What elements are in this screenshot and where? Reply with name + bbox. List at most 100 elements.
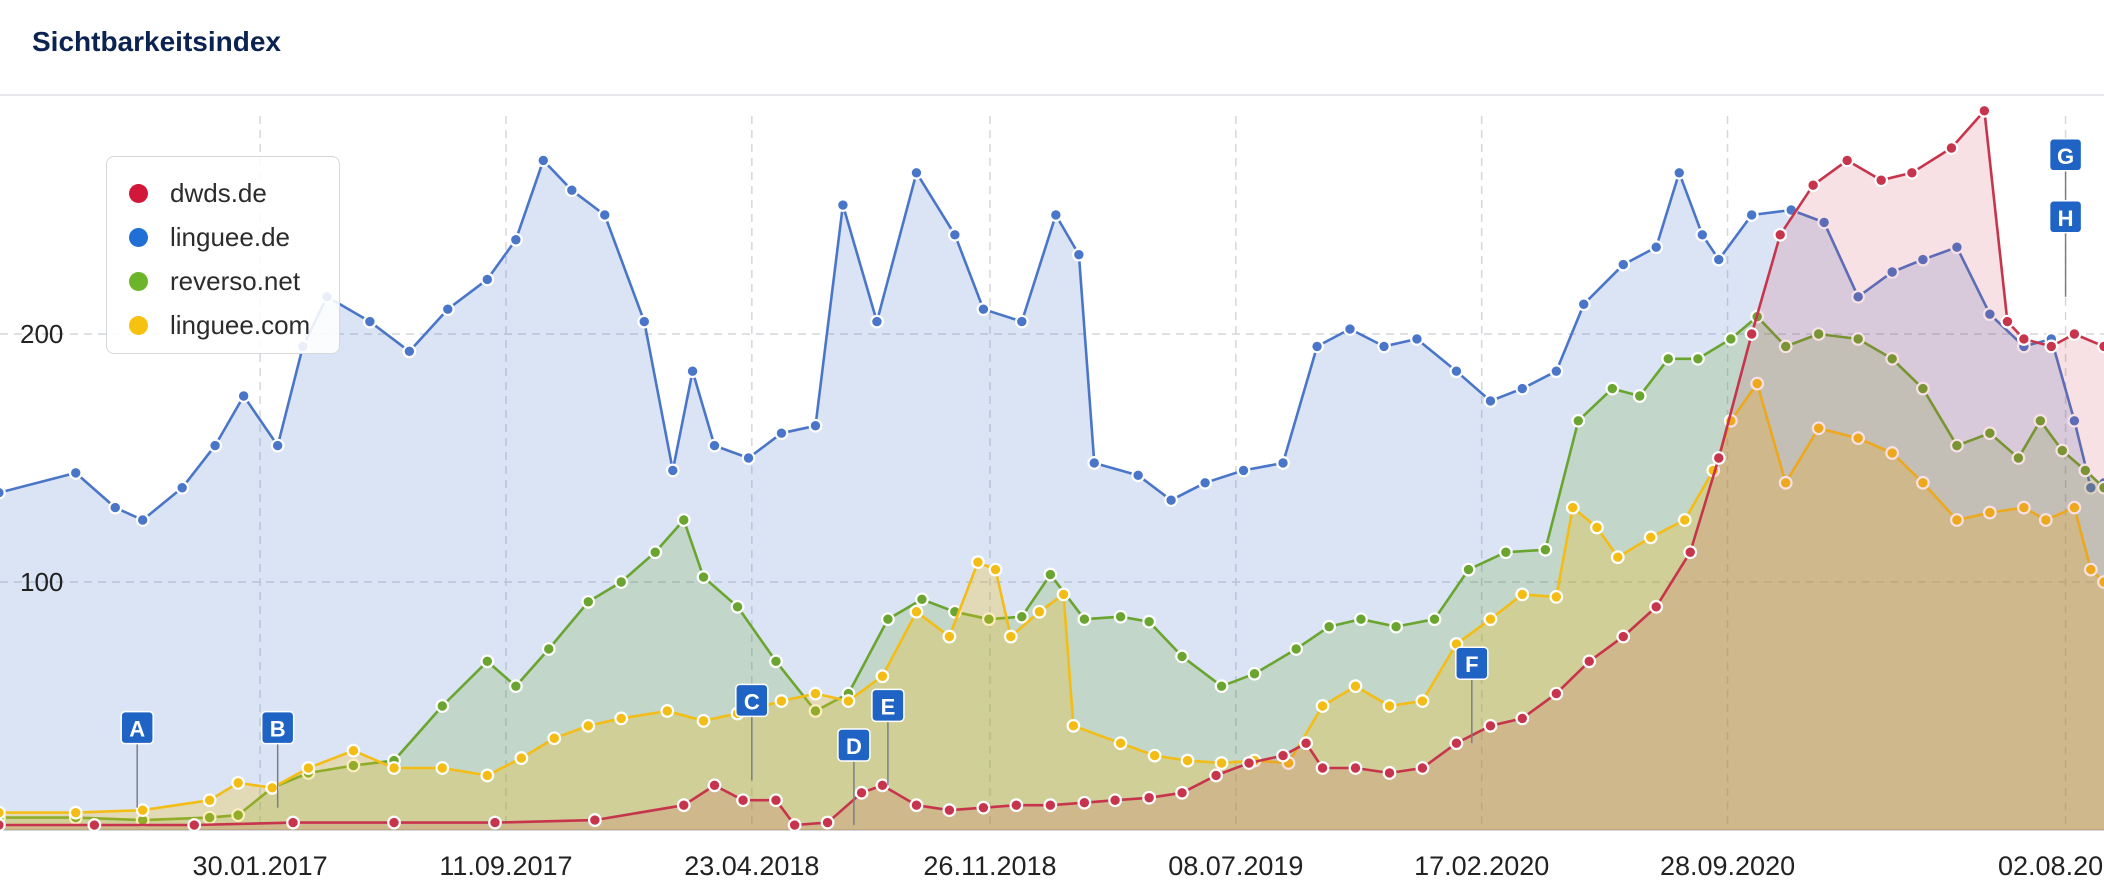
point-linguee-de[interactable] xyxy=(564,183,579,198)
point-linguee-com[interactable] xyxy=(1180,753,1195,768)
point-dwds-de[interactable] xyxy=(1382,766,1397,780)
point-linguee-de[interactable] xyxy=(637,314,652,329)
point-dwds-de[interactable] xyxy=(1806,178,1821,193)
point-dwds-de[interactable] xyxy=(387,815,401,830)
point-reverso-net[interactable] xyxy=(1538,542,1553,557)
point-dwds-de[interactable] xyxy=(1209,768,1223,783)
point-linguee-com[interactable] xyxy=(909,604,924,619)
point-linguee-de[interactable] xyxy=(402,344,417,359)
point-dwds-de[interactable] xyxy=(1483,718,1498,733)
point-linguee-com[interactable] xyxy=(480,768,495,783)
point-dwds-de[interactable] xyxy=(1905,165,1919,180)
point-dwds-de[interactable] xyxy=(736,793,750,808)
point-linguee-com[interactable] xyxy=(1851,431,1866,446)
legend-item-dwds-de[interactable]: dwds.de xyxy=(129,171,339,215)
point-reverso-net[interactable] xyxy=(1043,567,1058,582)
point-linguee-com[interactable] xyxy=(0,805,6,820)
point-reverso-net[interactable] xyxy=(676,513,691,527)
legend-item-reverso-net[interactable]: reverso.net xyxy=(129,259,339,303)
point-dwds-de[interactable] xyxy=(707,778,722,793)
point-linguee-com[interactable] xyxy=(1315,699,1330,713)
point-linguee-com[interactable] xyxy=(1113,736,1128,751)
point-reverso-net[interactable] xyxy=(1851,332,1866,346)
point-reverso-net[interactable] xyxy=(581,594,596,609)
point-linguee-com[interactable] xyxy=(1590,520,1604,535)
point-reverso-net[interactable] xyxy=(2078,463,2093,478)
point-linguee-com[interactable] xyxy=(841,694,856,708)
point-linguee-com[interactable] xyxy=(614,711,629,726)
point-linguee-com[interactable] xyxy=(231,775,246,790)
legend-item-linguee-com[interactable]: linguee.com xyxy=(129,303,339,347)
point-linguee-de[interactable] xyxy=(440,302,455,317)
point-reverso-net[interactable] xyxy=(1427,612,1442,627)
point-reverso-net[interactable] xyxy=(1214,679,1229,694)
annotation-e[interactable] xyxy=(871,688,905,723)
point-linguee-de[interactable] xyxy=(270,438,285,453)
point-reverso-net[interactable] xyxy=(1916,381,1930,396)
point-dwds-de[interactable] xyxy=(2044,339,2059,354)
point-dwds-de[interactable] xyxy=(1582,654,1597,669)
point-linguee-de[interactable] xyxy=(480,272,495,287)
point-linguee-de[interactable] xyxy=(1549,364,1564,379)
point-reverso-net[interactable] xyxy=(1632,389,1647,403)
point-linguee-com[interactable] xyxy=(1811,421,1826,436)
point-linguee-com[interactable] xyxy=(1214,756,1229,770)
point-reverso-net[interactable] xyxy=(1014,609,1029,624)
point-linguee-de[interactable] xyxy=(1131,468,1146,483)
point-dwds-de[interactable] xyxy=(1348,761,1363,775)
point-dwds-de[interactable] xyxy=(1009,798,1024,813)
point-reverso-net[interactable] xyxy=(1605,381,1620,396)
point-linguee-com[interactable] xyxy=(2016,500,2031,515)
point-linguee-de[interactable] xyxy=(741,451,756,465)
point-linguee-de[interactable] xyxy=(1576,297,1591,312)
point-linguee-de[interactable] xyxy=(1087,456,1102,470)
point-linguee-de[interactable] xyxy=(1014,314,1029,329)
point-linguee-de[interactable] xyxy=(1483,394,1498,408)
point-linguee-de[interactable] xyxy=(1982,307,1997,322)
point-reverso-net[interactable] xyxy=(614,575,629,589)
point-linguee-com[interactable] xyxy=(1916,475,1930,490)
point-linguee-de[interactable] xyxy=(1950,240,1964,255)
point-dwds-de[interactable] xyxy=(2000,314,2015,329)
point-reverso-net[interactable] xyxy=(881,612,895,627)
point-linguee-de[interactable] xyxy=(536,153,551,168)
point-dwds-de[interactable] xyxy=(769,793,783,808)
point-dwds-de[interactable] xyxy=(1616,629,1631,644)
point-reverso-net[interactable] xyxy=(1247,666,1262,681)
point-linguee-com[interactable] xyxy=(547,731,562,746)
point-linguee-com[interactable] xyxy=(135,803,150,818)
legend-item-linguee-de[interactable]: linguee.de xyxy=(129,215,339,259)
point-reverso-net[interactable] xyxy=(480,654,495,669)
point-linguee-com[interactable] xyxy=(581,718,596,733)
point-dwds-de[interactable] xyxy=(875,778,890,793)
point-linguee-com[interactable] xyxy=(1147,748,1162,763)
point-linguee-de[interactable] xyxy=(1885,265,1900,279)
point-linguee-com[interactable] xyxy=(1950,513,1964,527)
point-linguee-com[interactable] xyxy=(988,562,1003,577)
point-linguee-com[interactable] xyxy=(660,704,675,718)
annotation-d[interactable] xyxy=(837,728,871,762)
point-linguee-de[interactable] xyxy=(236,389,251,403)
point-linguee-com[interactable] xyxy=(774,694,789,708)
point-reverso-net[interactable] xyxy=(1723,332,1738,346)
point-linguee-de[interactable] xyxy=(909,165,924,180)
annotation-b[interactable] xyxy=(260,710,295,745)
point-reverso-net[interactable] xyxy=(1571,413,1586,428)
point-dwds-de[interactable] xyxy=(976,800,991,815)
annotation-a[interactable] xyxy=(120,710,154,745)
point-reverso-net[interactable] xyxy=(1950,438,1964,453)
point-linguee-com[interactable] xyxy=(971,555,985,570)
point-reverso-net[interactable] xyxy=(1322,619,1337,634)
point-reverso-net[interactable] xyxy=(915,592,929,607)
point-linguee-de[interactable] xyxy=(774,426,789,441)
point-reverso-net[interactable] xyxy=(1354,612,1368,627)
point-linguee-com[interactable] xyxy=(1003,629,1018,644)
point-linguee-com[interactable] xyxy=(2067,500,2082,515)
point-linguee-com[interactable] xyxy=(387,761,401,775)
point-linguee-com[interactable] xyxy=(2083,562,2098,577)
point-linguee-de[interactable] xyxy=(870,314,884,329)
point-dwds-de[interactable] xyxy=(1315,761,1330,775)
point-linguee-de[interactable] xyxy=(685,364,700,379)
point-linguee-de[interactable] xyxy=(68,465,83,480)
point-reverso-net[interactable] xyxy=(2011,451,2026,465)
